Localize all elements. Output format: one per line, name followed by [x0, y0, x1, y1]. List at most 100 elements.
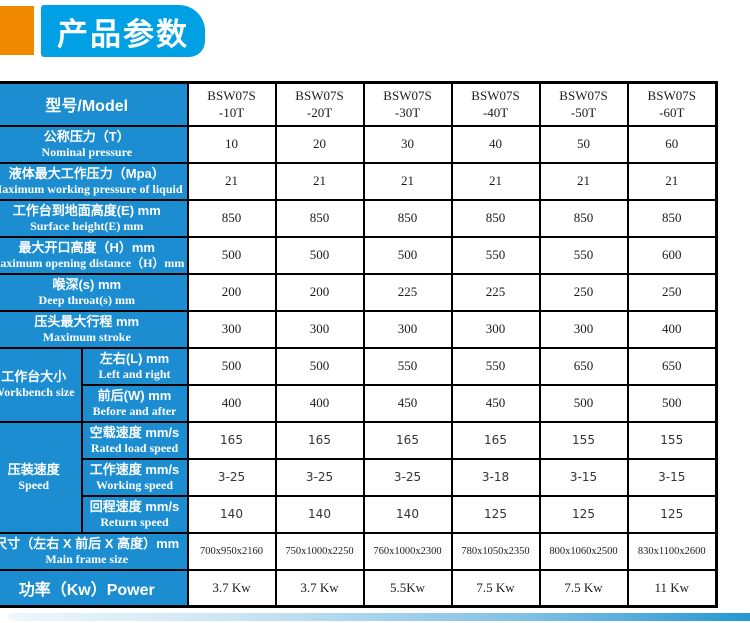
spec-cell: 550 [538, 235, 629, 275]
spec-cell: 750x1000x2250 [274, 531, 365, 571]
spec-cell: 300 [450, 309, 541, 349]
spec-cell: 20 [274, 124, 365, 164]
row-label: 前后(W) mm Before and after [80, 383, 189, 423]
spec-cell: 300 [274, 309, 365, 349]
row-label-power: 功率（Kw）Power [0, 568, 189, 608]
spec-cell: 60 [626, 124, 718, 164]
spec-cell: 500 [186, 346, 277, 386]
spec-cell: 850 [186, 198, 277, 238]
row-label: 左右(L) mm Left and right [80, 346, 189, 386]
spec-cell: 400 [626, 309, 718, 349]
spec-cell: 500 [186, 235, 277, 275]
spec-cell: 800x1060x2500 [538, 531, 629, 571]
spec-cell: 165 [186, 420, 277, 460]
spec-cell: 600 [626, 235, 718, 275]
table-row-surface-height: 工作台到地面高度(E) mm Surface height(E) mm 850 … [0, 198, 718, 238]
spec-cell: 550 [450, 235, 541, 275]
spec-cell: 500 [274, 235, 365, 275]
spec-cell: 225 [362, 272, 453, 312]
spec-cell: 3-25 [362, 457, 453, 497]
spec-cell: 21 [362, 161, 453, 201]
row-label: 工作速度 mm/s Working speed [80, 457, 189, 497]
row-label: 尺寸（左右 X 前后 X 高度）mm Main frame size [0, 531, 189, 571]
spec-cell: 125 [538, 494, 629, 534]
spec-cell: 300 [362, 309, 453, 349]
row-label: 工作台到地面高度(E) mm Surface height(E) mm [0, 198, 189, 238]
row-label: 最大开口高度（H）mm Maximum opening distance（H）m… [0, 235, 189, 275]
spec-cell: 850 [538, 198, 629, 238]
spec-table: 型号/Model BSW07S -10T BSW07S -20T BSW07S … [0, 81, 718, 608]
spec-cell: 155 [538, 420, 629, 460]
table-row-frame-size: 尺寸（左右 X 前后 X 高度）mm Main frame size 700x9… [0, 531, 718, 571]
banner: 产品参数 [41, 5, 205, 57]
row-label: 喉深(s) mm Deep throat(s) mm [0, 272, 189, 312]
spec-cell: 21 [274, 161, 365, 201]
spec-cell: 300 [186, 309, 277, 349]
spec-cell: 140 [362, 494, 453, 534]
spec-cell: 250 [626, 272, 718, 312]
spec-cell: 140 [186, 494, 277, 534]
column-header-60t: BSW07S -60T [626, 81, 718, 127]
spec-cell: 155 [626, 420, 718, 460]
spec-cell: 3.7 Kw [274, 568, 365, 608]
row-label: 公称压力（T） Nominal pressure [0, 124, 189, 164]
table-row-rated-speed: 压装速度 Speed 空载速度 mm/s Rated load speed 16… [0, 420, 718, 534]
group-label-speed: 压装速度 Speed [0, 420, 83, 534]
table-row-left-right: 工作台大小 Workbench size 左右(L) mm Left and r… [0, 346, 718, 423]
spec-cell: 780x1050x2350 [450, 531, 541, 571]
spec-cell: 400 [186, 383, 277, 423]
spec-cell: 300 [538, 309, 629, 349]
spec-cell: 3-18 [450, 457, 541, 497]
spec-cell: 450 [362, 383, 453, 423]
spec-cell: 125 [626, 494, 718, 534]
row-label: 液体最大工作压力（Mpa） Maximum working pressure o… [0, 161, 189, 201]
column-header-30t: BSW07S -30T [362, 81, 453, 127]
page-title: 产品参数 [57, 16, 189, 52]
spec-cell: 500 [626, 383, 718, 423]
spec-cell: 3-25 [274, 457, 365, 497]
spec-cell: 165 [274, 420, 365, 460]
row-label: 空载速度 mm/s Rated load speed [80, 420, 189, 460]
spec-cell: 650 [538, 346, 629, 386]
table-row-power: 功率（Kw）Power 3.7 Kw 3.7 Kw 5.5Kw 7.5 Kw 7… [0, 568, 718, 608]
column-header-10t: BSW07S -10T [186, 81, 277, 127]
column-header-50t: BSW07S -50T [538, 81, 629, 127]
spec-cell: 3-25 [186, 457, 277, 497]
spec-cell: 7.5 Kw [538, 568, 629, 608]
column-header-40t: BSW07S -40T [450, 81, 541, 127]
spec-cell: 500 [274, 346, 365, 386]
spec-cell: 250 [538, 272, 629, 312]
spec-cell: 500 [362, 235, 453, 275]
spec-cell: 10 [186, 124, 277, 164]
table-row-deep-throat: 喉深(s) mm Deep throat(s) mm 200 200 225 2… [0, 272, 718, 312]
banner-orange-block [0, 6, 34, 55]
spec-cell: 450 [450, 383, 541, 423]
spec-cell: 225 [450, 272, 541, 312]
spec-cell: 50 [538, 124, 629, 164]
spec-cell: 40 [450, 124, 541, 164]
spec-cell: 3-15 [538, 457, 629, 497]
table-row-nominal-pressure: 公称压力（T） Nominal pressure 10 20 30 40 50 … [0, 124, 718, 164]
group-label-workbench: 工作台大小 Workbench size [0, 346, 83, 423]
spec-cell: 200 [274, 272, 365, 312]
table-row-max-opening: 最大开口高度（H）mm Maximum opening distance（H）m… [0, 235, 718, 275]
spec-cell: 850 [274, 198, 365, 238]
row-label: 回程速度 mm/s Return speed [80, 494, 189, 534]
spec-cell: 3-15 [626, 457, 718, 497]
spec-cell: 650 [626, 346, 718, 386]
spec-cell: 30 [362, 124, 453, 164]
table-header-row: 型号/Model BSW07S -10T BSW07S -20T BSW07S … [0, 81, 718, 127]
spec-cell: 400 [274, 383, 365, 423]
spec-cell: 200 [186, 272, 277, 312]
spec-cell: 21 [186, 161, 277, 201]
spec-cell: 165 [362, 420, 453, 460]
spec-cell: 3.7 Kw [186, 568, 277, 608]
table-row-return-speed: 回程速度 mm/s Return speed 140 140 140 125 1… [0, 494, 718, 534]
spec-cell: 5.5Kw [362, 568, 453, 608]
spec-cell: 850 [362, 198, 453, 238]
table-row-max-stroke: 压头最大行程 mm Maximum stroke 300 300 300 300… [0, 309, 718, 349]
spec-cell: 850 [626, 198, 718, 238]
spec-cell: 7.5 Kw [450, 568, 541, 608]
spec-cell: 11 Kw [626, 568, 718, 608]
table-row-max-working-pressure: 液体最大工作压力（Mpa） Maximum working pressure o… [0, 161, 718, 201]
